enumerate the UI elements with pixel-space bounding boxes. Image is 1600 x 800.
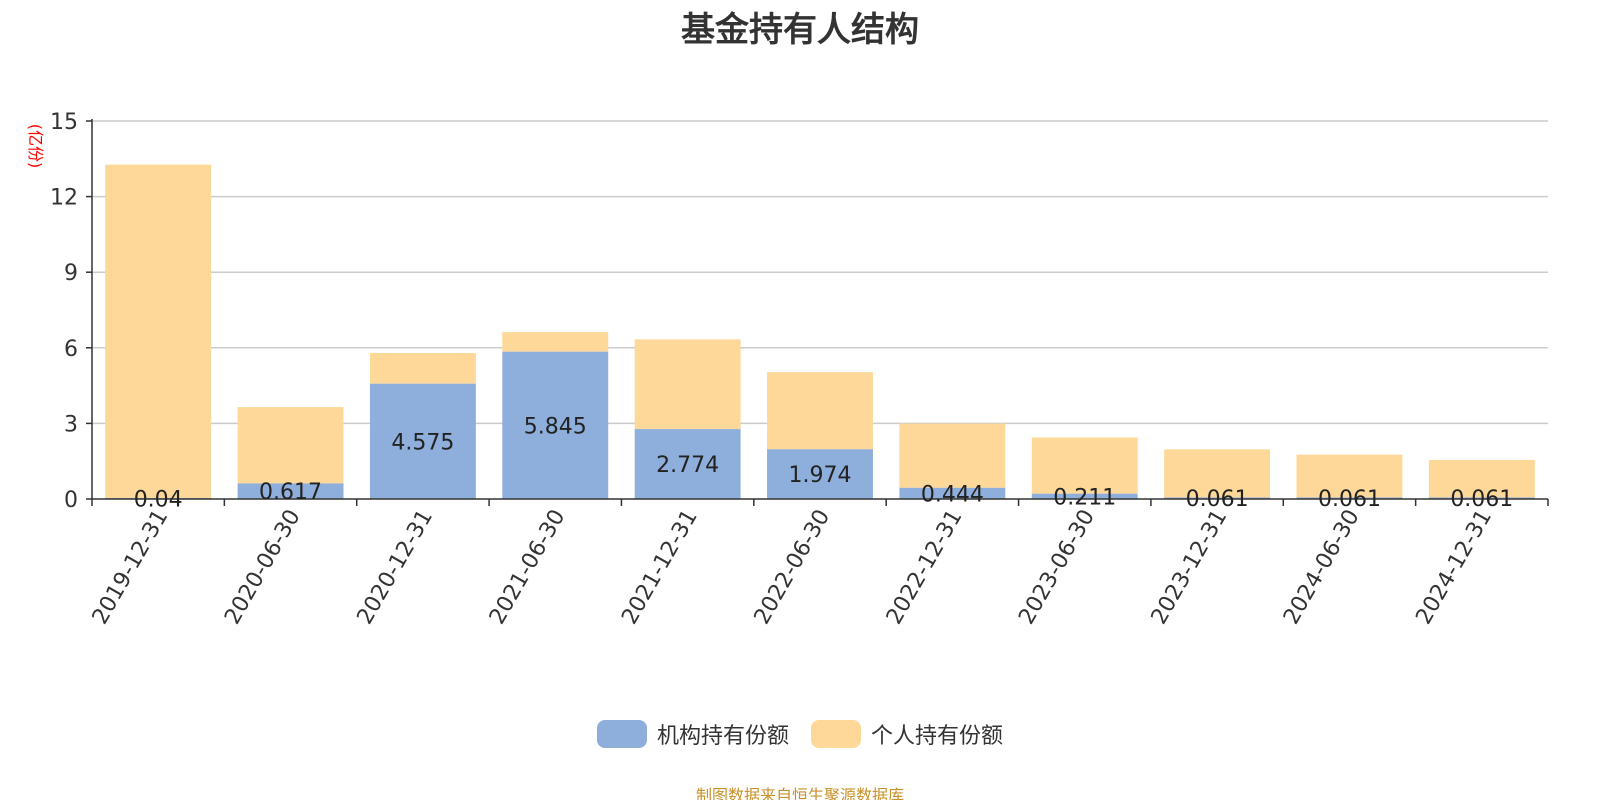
x-tick-label: 2020-06-30 bbox=[220, 506, 306, 629]
x-tick-label: 2022-12-31 bbox=[882, 506, 968, 629]
x-tick-label: 2024-12-31 bbox=[1411, 506, 1497, 629]
legend-swatch-institutional bbox=[596, 720, 647, 748]
x-tick-label: 2022-06-30 bbox=[750, 506, 836, 629]
data-label: 4.575 bbox=[391, 430, 454, 455]
y-tick-label: 0 bbox=[64, 488, 78, 513]
data-label: 2.774 bbox=[656, 453, 719, 478]
bar-individual bbox=[899, 423, 1006, 488]
bar-individual bbox=[369, 352, 476, 384]
bar-institutional bbox=[1428, 497, 1535, 499]
bar-institutional bbox=[1164, 497, 1271, 499]
bar-individual bbox=[1164, 449, 1271, 498]
bar-institutional bbox=[237, 483, 344, 499]
bar-individual bbox=[502, 332, 609, 352]
data-label: 0.444 bbox=[921, 482, 984, 507]
legend-item-individual[interactable]: 个人持有份额 bbox=[811, 718, 1003, 750]
bar-institutional bbox=[899, 487, 1006, 499]
source-note: 制图数据来自恒生聚源数据库 bbox=[695, 786, 904, 800]
x-tick-label: 2020-12-31 bbox=[353, 505, 439, 628]
x-tick-label: 2021-06-30 bbox=[485, 506, 571, 629]
y-tick-label: 12 bbox=[50, 186, 78, 211]
x-tick-label: 2019-12-31 bbox=[88, 506, 174, 629]
bar-institutional bbox=[1031, 493, 1138, 499]
bar-institutional bbox=[634, 429, 741, 499]
bar-individual bbox=[767, 372, 873, 450]
bar-institutional bbox=[369, 383, 476, 499]
y-tick-label: 9 bbox=[64, 261, 78, 286]
legend-item-institutional[interactable]: 机构持有份额 bbox=[596, 718, 789, 750]
data-label: 0.617 bbox=[259, 480, 322, 505]
chart-title: 基金持有人结构 bbox=[681, 10, 919, 50]
bar-individual bbox=[634, 339, 741, 430]
bar-individual bbox=[1428, 459, 1535, 498]
y-axis-label: (亿份) bbox=[26, 124, 45, 169]
data-label: 0.061 bbox=[1450, 487, 1513, 512]
bar-institutional bbox=[502, 351, 609, 499]
y-tick-label: 6 bbox=[64, 337, 78, 362]
x-tick-label: 2021-12-31 bbox=[617, 506, 703, 629]
bar-institutional bbox=[1296, 497, 1403, 499]
bar-individual bbox=[1031, 437, 1138, 494]
data-label: 0.061 bbox=[1186, 487, 1249, 512]
bar-individual bbox=[237, 407, 344, 484]
x-tick-label: 2023-06-30 bbox=[1014, 506, 1100, 629]
data-label: 0.061 bbox=[1318, 487, 1381, 512]
bar-individual bbox=[1296, 454, 1403, 498]
data-label: 0.211 bbox=[1053, 485, 1116, 510]
legend-swatch-individual bbox=[811, 720, 861, 748]
data-label: 5.845 bbox=[524, 414, 587, 439]
y-tick-label: 15 bbox=[50, 110, 78, 135]
legend-label-institutional: 机构持有份额 bbox=[656, 724, 789, 749]
data-label: 1.974 bbox=[789, 463, 852, 488]
y-tick-label: 3 bbox=[64, 412, 78, 437]
bar-individual bbox=[105, 164, 212, 498]
bar-institutional bbox=[767, 449, 873, 499]
legend: 机构持有份额 个人持有份额 bbox=[0, 718, 1600, 750]
x-tick-label: 2024-06-30 bbox=[1279, 506, 1365, 629]
legend-label-individual: 个人持有份额 bbox=[871, 724, 1004, 749]
data-label: 0.04 bbox=[134, 487, 183, 512]
x-tick-label: 2023-12-31 bbox=[1147, 506, 1233, 629]
